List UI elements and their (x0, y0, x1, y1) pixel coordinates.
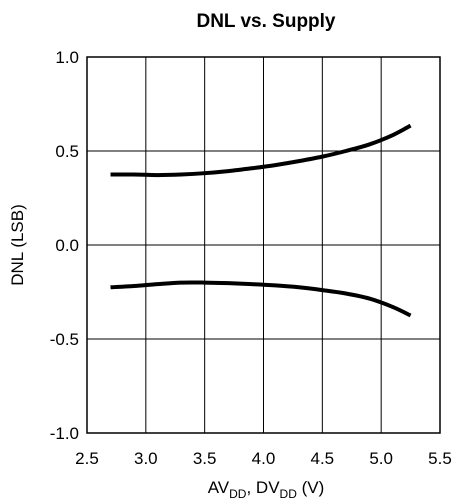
y-axis-label: DNL (LSB) (8, 204, 27, 286)
y-tick-label: -1.0 (50, 424, 79, 443)
x-tick-label: 3.0 (134, 449, 158, 468)
plot-frame (86, 56, 441, 434)
y-tick-labels: 1.0 0.5 0.0 -0.5 -1.0 (50, 48, 79, 443)
positive-dnl-curve (110, 123, 412, 178)
y-tick-label: -0.5 (50, 330, 79, 349)
x-axis-label-sub2: DD (280, 487, 298, 501)
x-axis-label-sub1: DD (229, 487, 247, 501)
x-tick-label: 3.5 (193, 449, 217, 468)
x-tick-label: 5.5 (428, 449, 452, 468)
x-tick-labels: 2.5 3.0 3.5 4.0 4.5 5.0 5.5 (75, 449, 452, 468)
x-tick-label: 4.5 (311, 449, 335, 468)
x-axis-label-mid: , DV (246, 478, 280, 497)
x-axis-label-main: AV (208, 478, 230, 497)
y-tick-label: 0.5 (55, 142, 79, 161)
y-tick-label: 0.0 (55, 236, 79, 255)
x-tick-label: 2.5 (75, 449, 99, 468)
y-tick-label: 1.0 (55, 48, 79, 67)
x-axis-label-end: (V) (297, 478, 324, 497)
x-axis-label: AVDD, DVDD (V) (208, 478, 325, 501)
grid (87, 57, 440, 433)
x-tick-label: 4.0 (252, 449, 276, 468)
chart-title: DNL vs. Supply (196, 11, 335, 32)
series-layer (110, 123, 412, 318)
negative-dnl-curve (110, 280, 412, 318)
x-tick-label: 5.0 (369, 449, 393, 468)
